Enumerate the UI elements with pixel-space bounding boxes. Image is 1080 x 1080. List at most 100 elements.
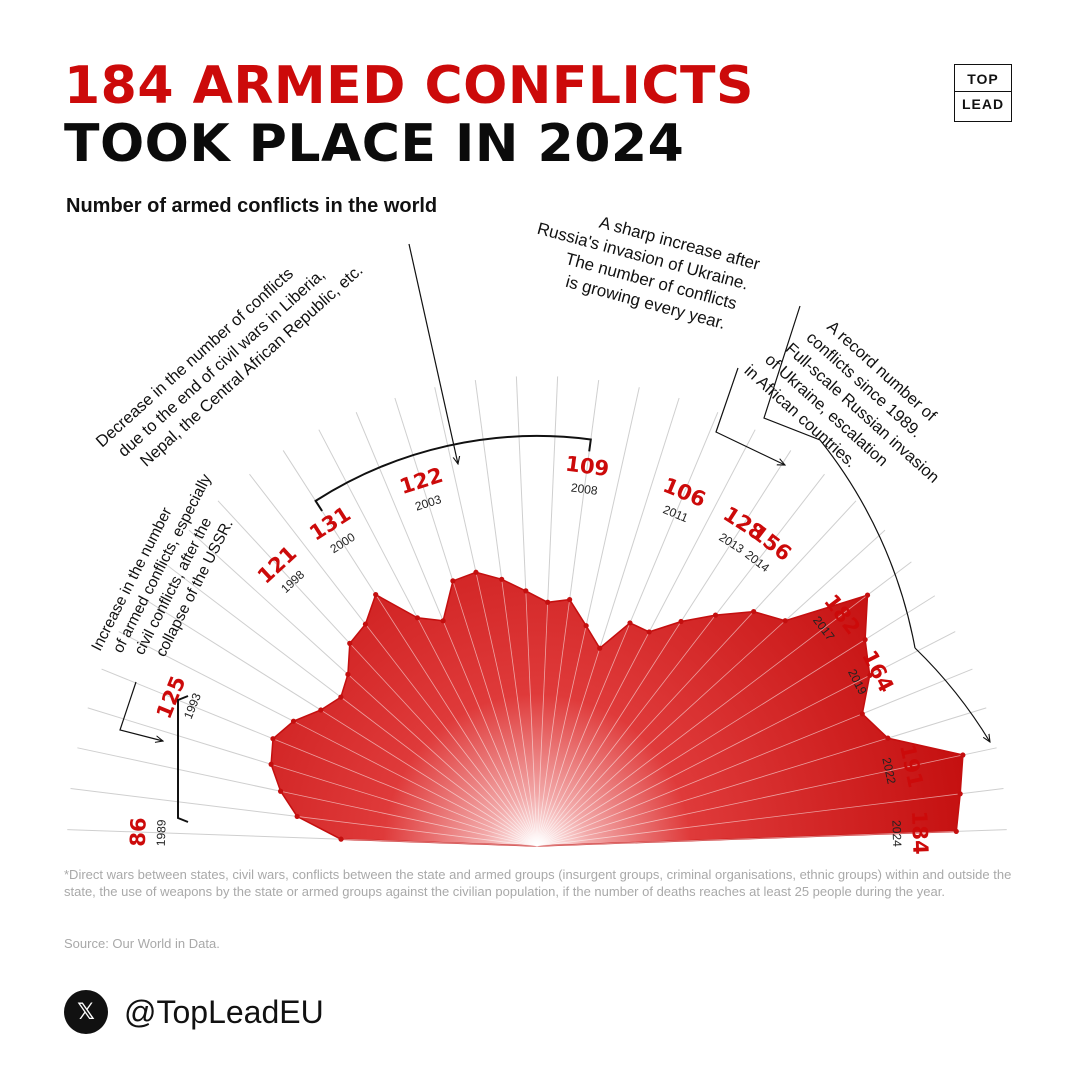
spoke-overlay-1991 [280,790,538,847]
spoke-overlay-2014 [536,614,716,847]
source-note: Source: Our World in Data. [64,936,220,951]
year-label-2008: 2008 [570,480,599,497]
spoke-overlay-2022 [536,754,963,847]
spoke-overlay-2006 [525,590,538,847]
spoke-overlay-2016 [536,620,786,847]
data-point-2004 [473,569,479,575]
data-point-1991 [277,788,284,794]
spoke-overlay-2011 [536,622,631,847]
social-handle[interactable]: @TopLeadEU [124,993,324,1030]
spoke-overlay-2000 [375,594,538,847]
toplead-logo: TOP LEAD [954,64,1012,122]
arrow-decrease [408,243,458,464]
data-point-2017 [864,592,871,598]
spoke-overlay-1996 [340,696,538,847]
spoke-overlay-2023 [536,793,961,847]
spoke-overlay-2008 [536,599,571,847]
arrow-russia [715,367,785,465]
arrow-record [914,647,990,742]
spoke-overlay-1997 [347,674,538,847]
data-point-2002 [440,618,446,624]
value-label-1989: 86 [126,817,151,847]
data-point-2011 [627,620,633,626]
spoke-overlay-2004 [475,572,538,847]
overlay-spokes [270,572,963,847]
spoke-overlay-2024 [536,830,957,847]
area-series [270,571,964,847]
logo-divider [955,91,1011,92]
spoke-overlay-1995 [320,709,538,847]
data-markers [268,569,966,842]
spoke-overlay-1990 [297,816,538,847]
spoke-overlay-1989 [341,838,538,847]
spoke-overlay-2021 [536,737,888,847]
data-point-2015 [751,608,757,615]
spoke-overlay-1993 [272,738,538,847]
title-line-2: TOOK PLACE IN 2024 [64,114,685,174]
data-point-2006 [523,588,529,594]
data-point-2023 [957,791,963,797]
x-logo-icon: 𝕏 [64,990,108,1034]
data-point-2001 [414,615,421,621]
logo-line-lead: LEAD [961,96,1005,112]
data-point-1994 [290,718,297,724]
data-point-2024 [953,828,959,834]
spoke-overlay-2007 [536,602,549,847]
data-point-1999 [362,621,369,627]
spoke-overlay-2019 [536,675,870,847]
data-point-2005 [499,576,505,582]
annotation-brackets [119,243,990,823]
year-label-1989: 1989 [154,819,169,846]
spoke-overlay-1998 [349,643,538,847]
data-point-1989 [338,836,344,842]
spoke-overlay-2009 [536,625,587,847]
title-line-1: 184 ARMED CONFLICTS [64,56,754,116]
data-point-1998 [347,640,353,646]
data-point-1997 [345,671,351,677]
spoke-overlay-2013 [536,621,682,847]
data-point-2012 [646,629,652,635]
annotation-decrease-line-1: due to the end of civil wars in Liberia, [115,266,329,461]
bracket-1989-1993 [177,695,189,823]
data-point-2010 [597,645,603,651]
value-label-2024: 184 [907,810,933,855]
connector-record [763,305,916,649]
label-1989: 86 1989 [126,817,169,847]
data-point-1996 [338,694,344,700]
data-point-1993 [270,736,276,742]
spoke-overlay-2003 [452,580,538,847]
year-label-2003: 2003 [413,492,443,514]
spoke-overlay-1994 [293,720,538,847]
spoke-overlay-1999 [365,623,538,847]
spoke-overlay-2015 [536,611,754,847]
data-point-1995 [318,707,324,713]
arrow-ussr [119,681,163,741]
spoke-overlay-2017 [536,594,868,847]
data-point-2014 [712,612,719,618]
spoke-overlay-2020 [536,713,863,847]
footnote: *Direct wars between states, civil wars,… [64,867,1012,899]
data-point-2000 [373,592,379,598]
data-point-2009 [583,623,589,629]
spoke-overlay-1992 [270,763,538,847]
chart-subtitle: Number of armed conflicts in the world [66,195,438,217]
social-handle-row[interactable]: 𝕏 @TopLeadEU [64,990,324,1034]
spoke-overlay-2018 [536,639,866,847]
data-point-2013 [678,618,684,625]
bracket-2000-2008 [314,435,592,512]
data-point-2020 [859,711,865,717]
data-point-1990 [294,813,300,820]
logo-line-top: TOP [967,71,999,87]
